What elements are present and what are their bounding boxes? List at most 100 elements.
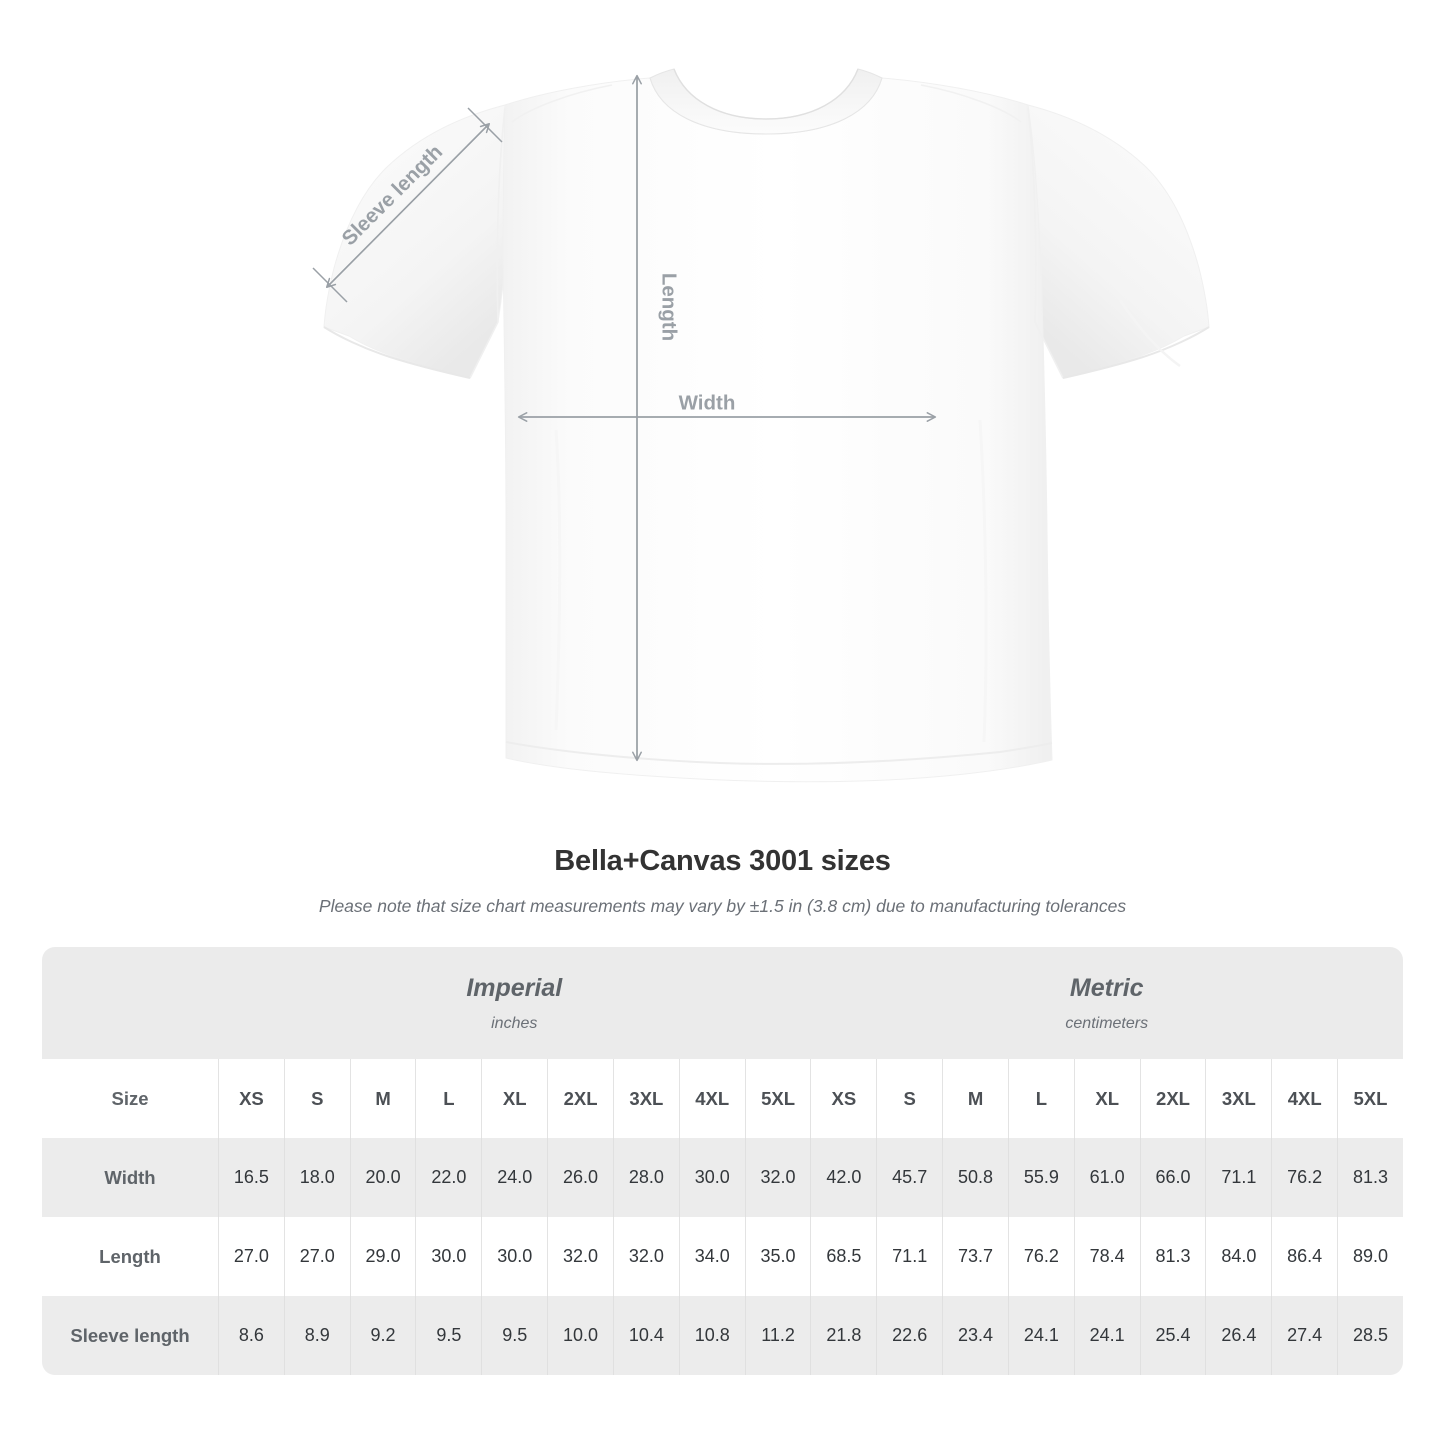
size-header-row: Size XS S M L XL 2XL 3XL 4XL 5XL XS S M L XL 2XL 3XL 4XL 5… (42, 1059, 1403, 1138)
measurement-cell: 32.0 (612, 1217, 679, 1296)
measurement-cell: 76.2 (1007, 1217, 1074, 1296)
measurement-cell: 25.4 (1139, 1296, 1206, 1375)
measurement-cell: 86.4 (1271, 1217, 1337, 1296)
size-label-cell: XS (218, 1059, 284, 1138)
measurement-cell: 30.0 (415, 1217, 481, 1296)
measurement-cell: 20.0 (349, 1138, 416, 1217)
measurement-cell: 28.5 (1337, 1296, 1403, 1375)
measurement-cell: 45.7 (876, 1138, 942, 1217)
measurement-cell: 68.5 (810, 1217, 876, 1296)
measurement-cell: 26.4 (1205, 1296, 1271, 1375)
table-row: Sleeve length 8.6 8.9 9.2 9.5 9.5 10.0 10.4 10.8… (42, 1296, 1403, 1375)
size-label-cell: 5XL (744, 1059, 811, 1138)
measurement-cell: 22.6 (876, 1296, 942, 1375)
unit-system-name: Imperial (466, 973, 563, 1002)
measurement-cell: 34.0 (678, 1217, 745, 1296)
measurement-cell: 29.0 (349, 1217, 416, 1296)
measurement-cell: 35.0 (744, 1217, 811, 1296)
unit-system-unit: centimeters (1065, 1014, 1149, 1032)
size-label-cell: 2XL (1139, 1059, 1206, 1138)
measurement-cell: 26.0 (547, 1138, 613, 1217)
size-label-cell: S (283, 1059, 350, 1138)
measurement-cell: 81.3 (1139, 1217, 1206, 1296)
size-table-body: Size XS S M L XL 2XL 3XL 4XL 5XL XS S M L XL 2XL 3XL 4XL 5… (42, 1059, 1403, 1375)
measurement-cell: 71.1 (1205, 1138, 1271, 1217)
width-label: Width (679, 391, 736, 414)
measurement-cell: 8.6 (218, 1296, 284, 1375)
size-label-cell: XL (1073, 1059, 1140, 1138)
tshirt-illustration (323, 68, 1210, 783)
size-label-cell: L (1007, 1059, 1074, 1138)
unit-system-imperial: Imperial inches (218, 947, 811, 1059)
measurement-cell: 73.7 (942, 1217, 1008, 1296)
measurement-cell: 24.1 (1007, 1296, 1074, 1375)
measurement-cell: 27.0 (218, 1217, 284, 1296)
size-label-cell: 3XL (612, 1059, 679, 1138)
measurement-cell: 8.9 (283, 1296, 350, 1375)
size-label-cell: S (876, 1059, 942, 1138)
measurement-cell: 32.0 (547, 1217, 613, 1296)
unit-system-metric: Metric centimeters (811, 947, 1404, 1059)
measurement-cell: 9.5 (415, 1296, 481, 1375)
size-column-header: Size (111, 1087, 149, 1109)
size-label-cell: L (415, 1059, 481, 1138)
measurement-cell: 61.0 (1073, 1138, 1140, 1217)
measurement-cell: 30.0 (678, 1138, 745, 1217)
length-label: Length (658, 273, 681, 341)
measurement-cell: 18.0 (283, 1138, 350, 1217)
chart-heading-block: Bella+Canvas 3001 sizes Please note that… (0, 845, 1445, 917)
unit-system-name: Metric (1069, 973, 1144, 1002)
size-label-cell: 3XL (1205, 1059, 1271, 1138)
measurement-cell: 32.0 (744, 1138, 811, 1217)
size-label-cell: 4XL (678, 1059, 745, 1138)
measurement-cell: 27.4 (1271, 1296, 1337, 1375)
measurement-cell: 66.0 (1139, 1138, 1206, 1217)
measurement-cell: 30.0 (481, 1217, 547, 1296)
measurement-cell: 9.2 (349, 1296, 416, 1375)
measurement-cell: 71.1 (876, 1217, 942, 1296)
measurement-cell: 84.0 (1205, 1217, 1271, 1296)
page-title: Bella+Canvas 3001 sizes (554, 845, 891, 877)
measurement-cell: 10.0 (547, 1296, 613, 1375)
measurement-cell: 22.0 (415, 1138, 481, 1217)
size-chart-table: Imperial inches Metric centimeters Size X… (42, 947, 1403, 1375)
size-label-cell: M (942, 1059, 1008, 1138)
measurement-cell: 55.9 (1007, 1138, 1074, 1217)
size-label-cell: 4XL (1271, 1059, 1337, 1138)
size-label-cell: 5XL (1337, 1059, 1403, 1138)
measurement-cell: 27.0 (283, 1217, 350, 1296)
tolerance-note: Please note that size chart measurements… (318, 896, 1127, 916)
row-label: Width (104, 1166, 156, 1188)
unit-system-spacer (42, 947, 218, 1059)
row-label: Sleeve length (70, 1324, 190, 1346)
unit-system-unit: inches (491, 1014, 538, 1032)
table-row: Length 27.0 27.0 29.0 30.0 30.0 32.0 32.0 34.0 35… (42, 1217, 1403, 1296)
measurement-annotations (312, 74, 937, 762)
size-label-cell: M (349, 1059, 416, 1138)
measurement-cell: 89.0 (1337, 1217, 1403, 1296)
measurement-cell: 78.4 (1073, 1217, 1140, 1296)
measurement-cell: 24.1 (1073, 1296, 1140, 1375)
measurement-cell: 81.3 (1337, 1138, 1403, 1217)
sleeve-length-dimension-arrow (312, 107, 503, 303)
measurement-cell: 21.8 (810, 1296, 876, 1375)
tshirt-measurement-diagram: Sleeve length Length Width (312, 68, 1210, 783)
measurement-cell: 42.0 (810, 1138, 876, 1217)
measurement-cell: 10.8 (678, 1296, 745, 1375)
measurement-cell: 50.8 (942, 1138, 1008, 1217)
measurement-cell: 24.0 (481, 1138, 547, 1217)
measurement-cell: 11.2 (744, 1296, 811, 1375)
measurement-cell: 28.0 (612, 1138, 679, 1217)
size-label-cell: XS (810, 1059, 876, 1138)
measurement-cell: 10.4 (612, 1296, 679, 1375)
measurement-cell: 9.5 (481, 1296, 547, 1375)
row-label: Length (99, 1245, 161, 1267)
size-label-cell: XL (481, 1059, 547, 1138)
measurement-cell: 23.4 (942, 1296, 1008, 1375)
measurement-cell: 76.2 (1271, 1138, 1337, 1217)
measurement-cell: 16.5 (218, 1138, 284, 1217)
table-row: Width 16.5 18.0 20.0 22.0 24.0 26.0 28.0 30.0 32.… (42, 1138, 1403, 1217)
unit-system-header-row: Imperial inches Metric centimeters (42, 947, 1403, 1059)
size-label-cell: 2XL (547, 1059, 613, 1138)
